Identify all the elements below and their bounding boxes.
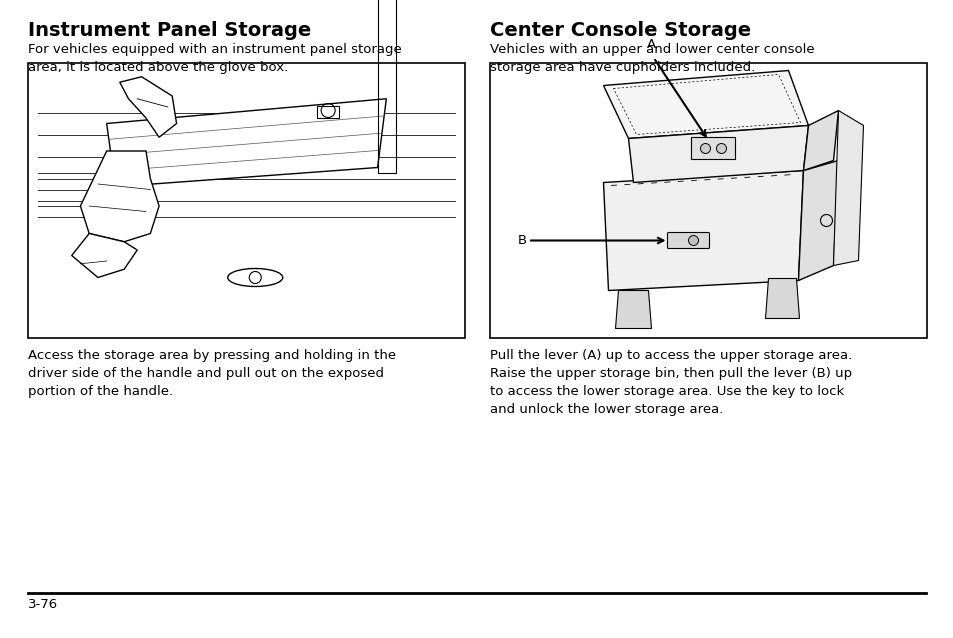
Text: A: A — [646, 38, 655, 50]
Text: B: B — [517, 234, 527, 247]
Polygon shape — [71, 234, 137, 278]
Polygon shape — [603, 170, 802, 290]
Text: For vehicles equipped with an instrument panel storage
area, it is located above: For vehicles equipped with an instrument… — [28, 43, 401, 73]
Polygon shape — [107, 99, 386, 187]
Circle shape — [700, 144, 710, 154]
Bar — [377, 0, 395, 173]
Text: Instrument Panel Storage: Instrument Panel Storage — [28, 21, 311, 40]
Text: Access the storage area by pressing and holding in the
driver side of the handle: Access the storage area by pressing and … — [28, 349, 395, 398]
Text: Vehicles with an upper and lower center console
storage area have cupholders inc: Vehicles with an upper and lower center … — [490, 43, 814, 73]
Polygon shape — [628, 126, 807, 182]
Bar — [691, 137, 735, 158]
Text: Center Console Storage: Center Console Storage — [490, 21, 750, 40]
FancyBboxPatch shape — [667, 232, 709, 248]
Polygon shape — [615, 290, 651, 329]
Ellipse shape — [228, 269, 282, 286]
Polygon shape — [764, 279, 799, 318]
Polygon shape — [120, 77, 176, 137]
Text: Pull the lever (A) up to access the upper storage area.
Raise the upper storage : Pull the lever (A) up to access the uppe… — [490, 349, 851, 416]
Polygon shape — [798, 161, 838, 281]
Bar — [28, 63, 464, 338]
Bar — [316, 105, 339, 117]
Bar — [490, 63, 926, 338]
Polygon shape — [603, 71, 807, 138]
Text: 3-76: 3-76 — [28, 598, 58, 611]
Polygon shape — [80, 151, 159, 242]
Circle shape — [716, 144, 726, 154]
Circle shape — [688, 235, 698, 246]
Polygon shape — [833, 110, 862, 265]
Polygon shape — [802, 110, 838, 170]
